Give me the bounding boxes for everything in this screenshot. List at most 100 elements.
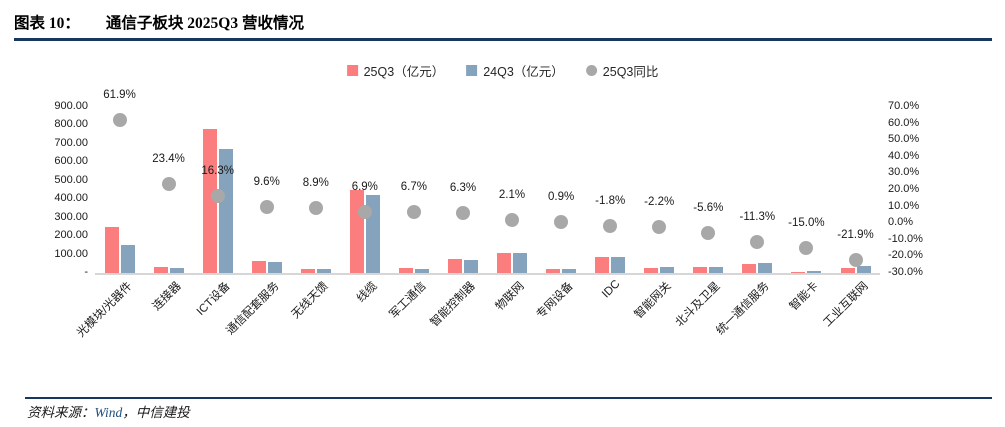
y-axis-tick-right: 70.0% [888,100,920,112]
bar-25q3 [251,261,266,273]
yoy-dot [603,219,618,234]
yoy-dot [554,214,569,229]
y-axis-tick-right: 50.0% [888,133,920,146]
x-axis-label: 智能网关 [632,280,674,322]
bar-25q3 [546,268,561,273]
yoy-data-label: -11.3% [739,211,776,223]
yoy-data-label: 23.4% [152,153,185,166]
x-axis-label: 智能卡 [788,280,821,314]
yoy-data-label: -5.6% [693,201,724,214]
yoy-data-label: -21.9% [837,228,874,241]
legend-item-25q3: 25Q3（亿元） [346,61,445,80]
source-org: 中信建投 [135,405,190,420]
yoy-data-label: -1.8% [595,195,626,208]
yoy-dot [848,252,863,267]
bar-24q3 [562,268,577,273]
y-axis-tick-left: 800.00 [54,118,88,131]
x-axis-label: ICT设备 [194,280,233,318]
bar-25q3 [202,128,217,273]
figure-title-text: 通信子板块 2025Q3 营收情况 [105,15,304,32]
y-axis-tick-right: 20.0% [888,183,920,195]
bar-25q3 [742,263,757,273]
y-axis-tick-right: 10.0% [888,199,920,212]
yoy-data-label: 6.7% [400,181,427,194]
bar-25q3 [300,268,315,273]
y-axis-tick-right: -10.0% [888,232,923,245]
bar-24q3 [414,268,429,273]
x-axis-label: 无线天馈 [289,280,331,322]
bar-25q3 [349,189,364,273]
legend-swatch-24q3 [466,65,478,76]
bar-25q3 [791,271,806,273]
legend-item-yoy: 25Q3同比 [585,61,659,80]
title-underline [14,38,992,41]
bar-24q3 [709,266,724,273]
yoy-data-label: 2.1% [498,188,526,201]
x-axis-label: 专网设备 [534,280,576,322]
y-axis-tick-left: 400.00 [54,192,88,205]
y-axis-tick-right: 40.0% [888,149,920,162]
legend-swatch-25q3 [346,65,358,76]
source-note: 资料来源：Wind，中信建投 [27,401,190,421]
chart-legend: 25Q3（亿元） 24Q3（亿元） 25Q3同比 [346,61,659,80]
bar-24q3 [267,262,282,273]
y-axis-tick-left: - [84,266,88,278]
figure-title-label: 图表 10： [14,15,80,32]
yoy-dot [210,189,225,204]
bar-25q3 [693,266,708,273]
bar-24q3 [513,253,527,273]
source-wind: Wind [94,405,123,420]
yoy-dot [357,204,372,219]
yoy-dot [701,225,716,240]
bar-24q3 [218,149,233,273]
yoy-data-label: -2.2% [644,195,675,208]
yoy-dot [456,205,470,220]
legend-label-yoy: 25Q3同比 [602,65,659,79]
y-axis-tick-right: 60.0% [888,116,920,129]
y-axis-tick-left: 600.00 [54,155,88,168]
yoy-dot [112,113,127,128]
x-axis-label: 光模块/光器件 [74,280,135,340]
y-axis-tick-right: -20.0% [888,249,923,262]
bar-25q3 [104,226,119,273]
y-axis-tick-left: 900.00 [54,100,88,112]
y-axis-tick-right: -30.0% [888,266,923,278]
footer-rule [25,397,992,399]
yoy-dot [308,201,323,216]
yoy-data-label: 0.9% [547,190,575,203]
yoy-data-label: 61.9% [103,89,136,102]
y-axis-tick-left: 100.00 [54,247,88,260]
yoy-dot [161,177,176,192]
bar-24q3 [611,257,626,273]
yoy-data-label: 8.9% [302,177,329,190]
y-axis-tick-right: 30.0% [888,166,920,179]
bar-24q3 [758,262,773,273]
yoy-data-label: 9.6% [253,176,280,189]
x-axis-label: 连接器 [150,280,184,314]
source-prefix: 资料来源： [27,405,95,420]
x-axis-label: 军工通信 [387,280,429,322]
y-axis-tick-left: 200.00 [54,229,88,242]
bar-24q3 [660,267,675,273]
bar-25q3 [448,259,462,273]
legend-label-25q3: 25Q3（亿元） [363,65,445,79]
yoy-dot [799,241,814,256]
plot-area: 61.9% 23.4% 16.3% 9.6% 8.9% 6.9% 6.7% 6.3% 2.1% 0… [95,89,880,275]
x-axis-label: 线缆 [354,280,380,305]
yoy-dot [750,235,765,249]
bar-24q3 [169,268,184,273]
yoy-dot [259,200,274,215]
y-axis-tick-left: 300.00 [54,210,88,223]
bar-24q3 [316,268,331,273]
y-axis-tick-right: 0.0% [888,216,914,229]
bar-24q3 [807,271,822,273]
source-separator: ， [122,405,136,420]
x-axis-label: 物联网 [493,280,527,314]
x-axis-label: IDC [600,278,623,301]
x-axis-label: 工业互联网 [820,280,871,330]
yoy-dot [406,205,421,220]
legend-item-24q3: 24Q3（亿元） [466,61,564,80]
yoy-dot [652,219,667,234]
y-axis-tick-left: 700.00 [54,136,88,149]
